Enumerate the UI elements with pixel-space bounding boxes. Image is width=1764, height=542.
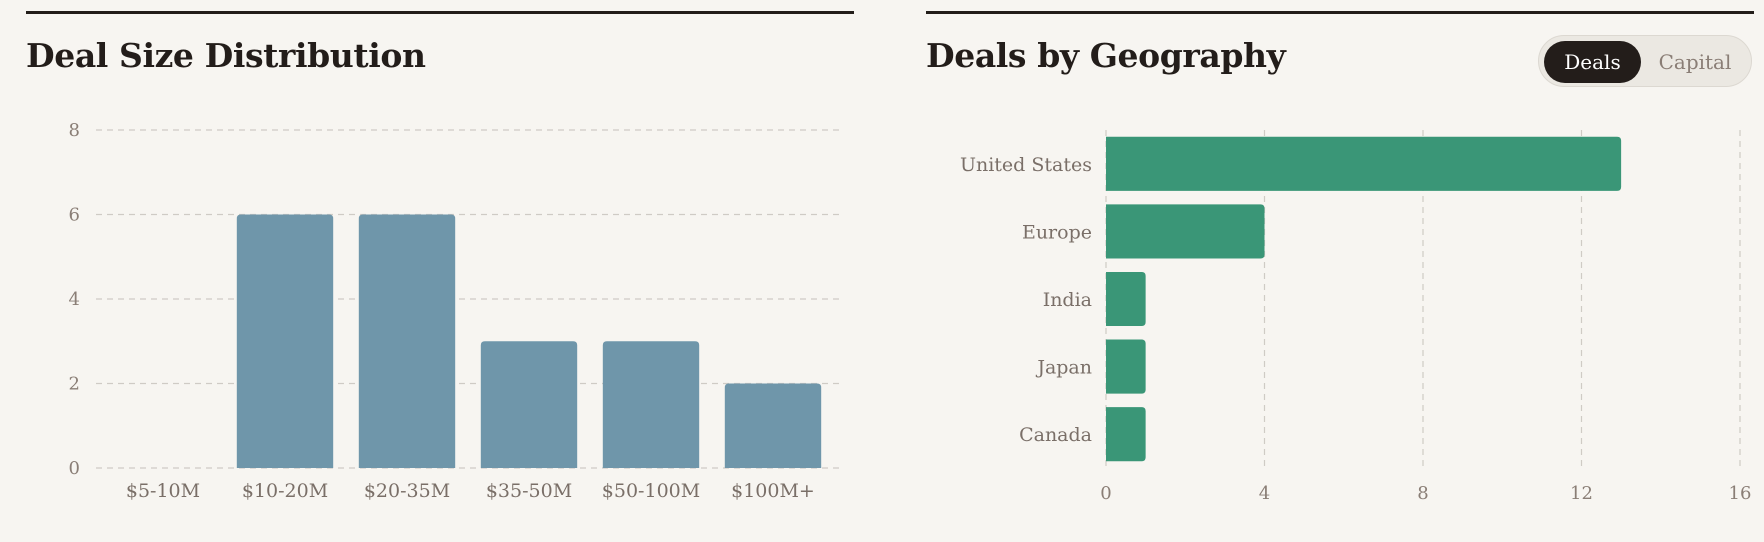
deal-size-panel: Deal Size Distribution 0 2 4 6 8 $5-10M $10-20… [26,0,854,542]
bar [1106,136,1622,191]
geography-panel: Deals by Geography Deals Capital 0 4 8 12 16… [926,0,1754,542]
bar [724,383,822,468]
chart-title: Deals by Geography [926,36,1286,75]
x-tick-label: $10-20M [242,480,328,502]
y-tick-label: 0 [69,458,80,479]
x-tick-label: 16 [1729,483,1752,504]
capital-toggle-button[interactable]: Capital [1658,50,1732,74]
geography-chart: 0 4 8 12 16 United States Europe India Japan Cana… [960,130,1752,504]
bar [1106,339,1146,394]
top-rule [26,11,854,14]
bar [236,214,334,468]
bar [480,341,578,468]
metric-toggle: Deals Capital [1538,35,1752,87]
x-tick-label: $100M+ [731,480,815,502]
deals-toggle-button[interactable]: Deals [1544,41,1641,83]
deal-size-chart: 0 2 4 6 8 $5-10M $10-20M $20-35M $35-50M $50-100M… [69,120,840,502]
x-tick-label: 0 [1100,483,1111,504]
bar [602,341,700,468]
y-tick-label: United States [960,154,1092,176]
x-tick-label: 4 [1259,483,1270,504]
chart-title: Deal Size Distribution [26,36,426,75]
bar [1106,271,1146,327]
y-tick-label: 8 [69,120,80,141]
y-tick-label: 4 [69,289,80,310]
bar [1106,407,1146,462]
x-tick-label: 12 [1570,483,1593,504]
top-rule [926,11,1754,14]
bar [358,214,456,468]
x-tick-label: $35-50M [486,480,572,502]
y-tick-label: 6 [69,205,80,226]
x-tick-label: $50-100M [602,480,700,502]
y-tick-label: Europe [1022,221,1092,243]
y-tick-label: India [1043,289,1092,311]
x-tick-label: 8 [1417,483,1428,504]
y-tick-label: Canada [1019,424,1092,446]
y-tick-label: Japan [1035,357,1092,379]
y-tick-label: 2 [69,374,80,395]
x-tick-label: $20-35M [364,480,450,502]
bar [1106,204,1265,259]
x-tick-label: $5-10M [126,480,200,502]
